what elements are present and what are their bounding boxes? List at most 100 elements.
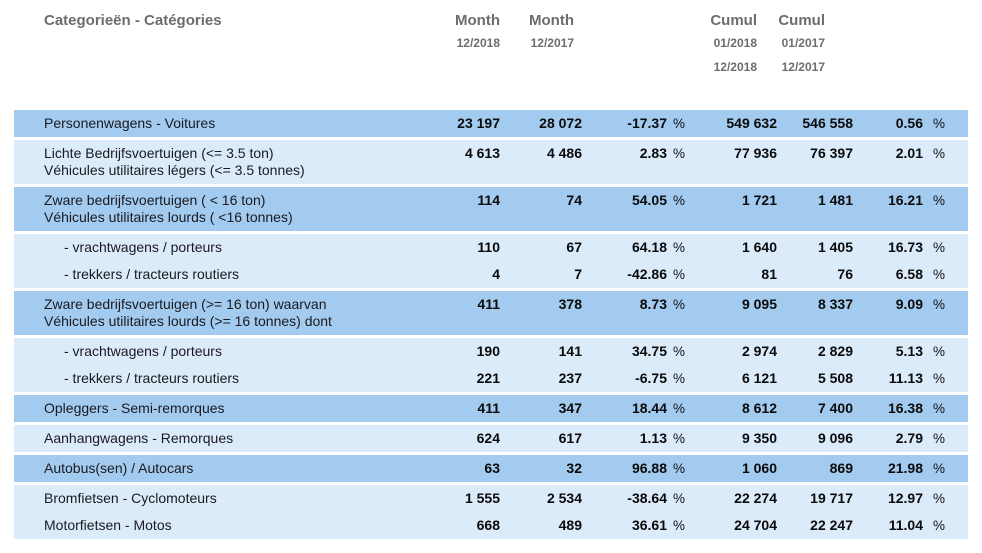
month-previous-value: 32 [500,451,582,483]
cumul-current-value: 24 704 [707,511,777,539]
cumul-current-value: 81 [707,260,777,289]
header-spacer [14,78,968,108]
cumul-change-value: 5.13 [853,334,923,365]
column-header-month-change [582,0,667,30]
table-row: - trekkers / tracteurs routiers 221 237 … [14,364,968,393]
month-current-value: 624 [344,421,500,453]
percent-sign: % [923,183,968,232]
cumul-previous-value: 9 096 [777,421,853,453]
table-row: Zware bedrijfsvoertuigen ( < 16 ton) Véh… [14,183,968,232]
cumul-current-from: 01/2018 [707,30,777,56]
category-cell: Aanhangwagens - Remorques [14,421,344,453]
vehicle-registration-table: Categorieën - Catégories Month Month Cum… [14,0,968,539]
cumul-change-value: 16.73 [853,230,923,261]
month-change-value: 54.05 [582,183,667,232]
category-cell: Lichte Bedrijfsvoertuigen (<= 3.5 ton) V… [14,136,344,185]
percent-sign: % [923,421,968,453]
month-previous-value: 489 [500,511,582,539]
cumul-current-value: 9 350 [707,421,777,453]
category-label-nl: - trekkers / tracteurs routiers [64,265,240,282]
table-row: Motorfietsen - Motos 668 489 36.61 % 24 … [14,511,968,539]
percent-sign: % [923,511,968,539]
category-cell: - vrachtwagens / porteurs [14,334,344,365]
percent-sign: % [667,183,707,232]
category-label-nl: Autobus(sen) / Autocars [44,459,194,476]
cumul-current-to: 12/2018 [707,56,777,78]
cumul-change-value: 12.97 [853,481,923,512]
header-row-periods-1: 12/2018 12/2017 01/2018 01/2017 [14,30,968,56]
vehicle-registration-table-wrap: Categorieën - Catégories Month Month Cum… [14,0,968,539]
cumul-change-value: 16.38 [853,391,923,423]
month-current-value: 63 [344,451,500,483]
month-current-value: 23 197 [344,106,500,138]
category-label-nl: Lichte Bedrijfsvoertuigen (<= 3.5 ton) [44,144,274,161]
month-change-value: 18.44 [582,391,667,423]
percent-sign: % [923,287,968,336]
percent-sign: % [923,136,968,185]
month-change-value: 34.75 [582,334,667,365]
category-cell: Zware bedrijfsvoertuigen ( < 16 ton) Véh… [14,183,344,232]
cumul-current-value: 1 640 [707,230,777,261]
month-current-value: 190 [344,334,500,365]
category-label-fr: Véhicules utilitaires légers (<= 3.5 ton… [44,161,305,178]
cumul-previous-value: 7 400 [777,391,853,423]
cumul-change-value: 16.21 [853,183,923,232]
month-change-value: -42.86 [582,260,667,289]
month-change-value: 1.13 [582,421,667,453]
category-label-fr: Véhicules utilitaires lourds (>= 16 tonn… [44,312,332,329]
percent-sign: % [923,334,968,365]
month-current-value: 114 [344,183,500,232]
table-header: Categorieën - Catégories Month Month Cum… [14,0,968,108]
percent-sign: % [923,106,968,138]
month-previous-value: 378 [500,287,582,336]
cumul-change-value: 0.56 [853,106,923,138]
category-label-nl: - vrachtwagens / porteurs [64,238,222,255]
month-previous-value: 2 534 [500,481,582,512]
month-previous-value: 74 [500,183,582,232]
month-change-value: -17.37 [582,106,667,138]
percent-sign: % [923,364,968,393]
category-cell: Autobus(sen) / Autocars [14,451,344,483]
column-header-month-current: Month [344,0,500,30]
month-current-value: 110 [344,230,500,261]
cumul-previous-value: 8 337 [777,287,853,336]
cumul-current-value: 1 060 [707,451,777,483]
percent-sign: % [667,334,707,365]
cumul-previous-value: 22 247 [777,511,853,539]
category-cell: Motorfietsen - Motos [14,511,344,539]
cumul-current-value: 77 936 [707,136,777,185]
column-header-cumul-change [853,0,923,30]
column-header-cumul-current: Cumul [707,0,777,30]
category-label-nl: Motorfietsen - Motos [44,516,172,533]
category-label-nl: Zware bedrijfsvoertuigen ( < 16 ton) [44,191,266,208]
table-body: Personenwagens - Voitures 23 197 28 072 … [14,106,968,539]
table-row: - vrachtwagens / porteurs 190 141 34.75 … [14,334,968,365]
header-row-periods-2: 12/2018 12/2017 [14,56,968,78]
percent-sign: % [923,391,968,423]
cumul-change-value: 6.58 [853,260,923,289]
category-label-nl: - vrachtwagens / porteurs [64,342,222,359]
percent-sign: % [667,511,707,539]
cumul-change-value: 2.01 [853,136,923,185]
category-label-nl: - trekkers / tracteurs routiers [64,369,240,386]
cumul-previous-value: 546 558 [777,106,853,138]
month-change-value: 8.73 [582,287,667,336]
header-empty [14,30,344,56]
category-cell: Zware bedrijfsvoertuigen (>= 16 ton) waa… [14,287,344,336]
month-previous-value: 4 486 [500,136,582,185]
month-change-value: -38.64 [582,481,667,512]
percent-sign: % [923,481,968,512]
month-previous-value: 7 [500,260,582,289]
table-row: Aanhangwagens - Remorques 624 617 1.13 %… [14,421,968,453]
month-current-value: 1 555 [344,481,500,512]
percent-sign: % [667,287,707,336]
cumul-current-value: 22 274 [707,481,777,512]
cumul-change-value: 11.04 [853,511,923,539]
month-previous-value: 67 [500,230,582,261]
cumul-previous-value: 2 829 [777,334,853,365]
month-change-value: 36.61 [582,511,667,539]
cumul-change-value: 2.79 [853,421,923,453]
category-label-nl: Opleggers - Semi-remorques [44,399,225,416]
cumul-previous-value: 19 717 [777,481,853,512]
category-cell: Personenwagens - Voitures [14,106,344,138]
